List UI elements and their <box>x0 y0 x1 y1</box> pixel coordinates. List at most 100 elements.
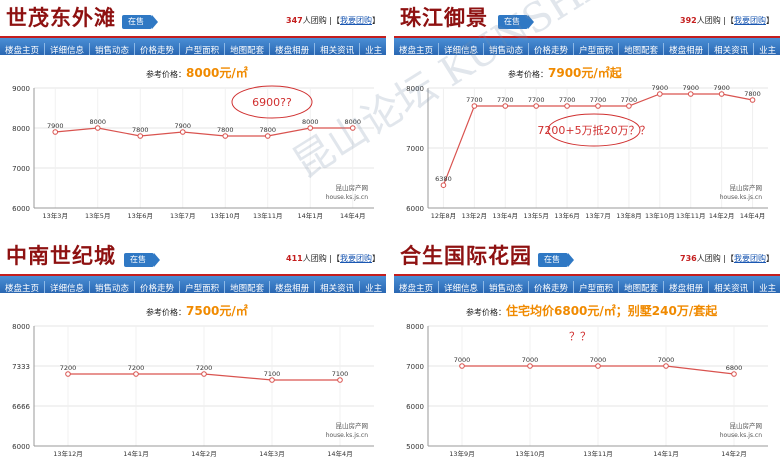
price-point <box>657 91 663 97</box>
nav-owners[interactable]: 业主 <box>754 281 780 293</box>
price-trend-chart: 8000 7000 6000 5000 7000 7000 7000 7000 6800 13年9… <box>406 323 768 458</box>
nav-sales[interactable]: 销售动态 <box>484 281 530 293</box>
reference-price: 参考价格：住宅均价6800元/㎡；别墅240万/套起 <box>466 302 717 319</box>
data-label: 7900 <box>652 84 669 92</box>
reference-price-label: 参考价格： <box>508 70 548 79</box>
x-tick-label: 13年7月 <box>585 211 610 220</box>
nav-map[interactable]: 地图配套 <box>225 281 271 293</box>
x-tick-label: 13年2月 <box>462 211 487 220</box>
annotation-text: 7200+5万抵20万？？ <box>537 123 650 137</box>
nav-floorplans[interactable]: 户型面积 <box>180 281 226 293</box>
nav-price-trend[interactable]: 价格走势 <box>529 281 575 293</box>
nav-sales[interactable]: 销售动态 <box>90 43 136 55</box>
nav-map[interactable]: 地图配套 <box>619 43 665 55</box>
y-tick-label: 7333 <box>12 363 30 371</box>
status-badge: 在售 <box>122 15 158 29</box>
data-label: 7700 <box>528 96 545 104</box>
x-tick-label: 13年11月 <box>253 211 283 220</box>
project-title[interactable]: 珠江御景 <box>400 5 488 30</box>
group-buy-link[interactable]: 我要团购 <box>340 254 372 263</box>
x-tick-label: 13年8月 <box>616 211 641 220</box>
nav-details[interactable]: 详细信息 <box>45 43 91 55</box>
project-panel-zhujiang: 珠江御景 在售 392人团购 |【我要团购】 楼盘主页 详细信息 销售动态 价格走势户… <box>394 0 780 232</box>
nav-home[interactable]: 楼盘主页 <box>394 281 440 293</box>
data-label: 7100 <box>264 370 281 378</box>
nav-price-trend[interactable]: 价格走势 <box>529 43 575 55</box>
price-point <box>687 91 694 97</box>
nav-news[interactable]: 相关资讯 <box>709 281 755 293</box>
nav-album[interactable]: 楼盘相册 <box>270 281 316 293</box>
project-nav: 楼盘主页 详细信息 销售动态 价格走势 户型面积 地图配套 楼盘相册 相关资讯 业主 <box>0 38 386 55</box>
group-buy-count: 736 <box>680 254 697 263</box>
nav-details[interactable]: 详细信息 <box>439 43 485 55</box>
nav-map[interactable]: 地图配套 <box>619 281 665 293</box>
nav-details[interactable]: 详细信息 <box>45 281 91 293</box>
reference-price: 参考价格：7900元/㎡起 <box>508 64 622 81</box>
nav-news[interactable]: 相关资讯 <box>709 43 755 55</box>
nav-sales[interactable]: 销售动态 <box>484 43 530 55</box>
nav-owners[interactable]: 业主 <box>360 43 386 55</box>
nav-album[interactable]: 楼盘相册 <box>270 43 316 55</box>
nav-details[interactable]: 详细信息 <box>439 281 485 293</box>
price-point <box>52 129 59 135</box>
price-point <box>137 133 144 139</box>
x-tick-label: 13年11月 <box>583 449 613 458</box>
project-title[interactable]: 中南世纪城 <box>6 243 116 268</box>
source-name: 昆山房产网 <box>730 421 763 430</box>
price-point <box>749 97 756 103</box>
nav-album[interactable]: 楼盘相册 <box>664 281 710 293</box>
data-label: 7200 <box>196 364 213 372</box>
price-point <box>179 129 186 135</box>
nav-home[interactable]: 楼盘主页 <box>0 281 46 293</box>
project-nav: 楼盘主页 详细信息 销售动态 价格走势 户型面积 地图配套 楼盘相册 相关资讯 业主 <box>0 276 386 293</box>
group-buy-end: 】 <box>766 254 774 263</box>
group-buy-info: 392人团购 |【我要团购】 <box>680 15 774 26</box>
reference-price-value: 7500元/㎡ <box>186 304 248 318</box>
nav-map[interactable]: 地图配套 <box>225 43 271 55</box>
nav-floorplans[interactable]: 户型面积 <box>574 281 620 293</box>
nav-news[interactable]: 相关资讯 <box>315 281 361 293</box>
source-url: house.ks.js.cn <box>720 432 763 439</box>
group-buy-link[interactable]: 我要团购 <box>734 16 766 25</box>
project-title[interactable]: 合生国际花园 <box>400 243 532 268</box>
nav-owners[interactable]: 业主 <box>360 281 386 293</box>
source-name: 昆山房产网 <box>336 183 369 192</box>
data-label: 7900 <box>174 122 191 130</box>
nav-price-trend[interactable]: 价格走势 <box>135 281 181 293</box>
x-tick-label: 13年7月 <box>170 211 195 220</box>
group-buy-link[interactable]: 我要团购 <box>340 16 372 25</box>
y-tick-label: 6000 <box>406 205 424 213</box>
x-tick-label: 14年2月 <box>709 211 734 220</box>
nav-price-trend[interactable]: 价格走势 <box>135 43 181 55</box>
panel-header: 世茂东外滩 在售 347人团购 |【我要团购】 <box>0 0 386 38</box>
x-tick-label: 13年5月 <box>523 211 548 220</box>
x-tick-label: 13年10月 <box>645 211 675 220</box>
group-buy-link[interactable]: 我要团购 <box>734 254 766 263</box>
nav-home[interactable]: 楼盘主页 <box>0 43 46 55</box>
group-buy-end: 】 <box>372 254 380 263</box>
source-url: house.ks.js.cn <box>720 194 763 201</box>
project-title[interactable]: 世茂东外滩 <box>6 5 116 30</box>
data-label: 7700 <box>559 96 576 104</box>
nav-floorplans[interactable]: 户型面积 <box>180 43 226 55</box>
nav-album[interactable]: 楼盘相册 <box>664 43 710 55</box>
source-name: 昆山房产网 <box>730 183 763 192</box>
nav-home[interactable]: 楼盘主页 <box>394 43 440 55</box>
x-tick-label: 13年11月 <box>676 211 706 220</box>
reference-price-label: 参考价格： <box>146 308 186 317</box>
data-label: 7800 <box>132 126 149 134</box>
nav-floorplans[interactable]: 户型面积 <box>574 43 620 55</box>
group-buy-count: 392 <box>680 16 697 25</box>
data-label: 7000 <box>454 356 471 364</box>
project-panel-shimao: 世茂东外滩 在售 347人团购 |【我要团购】 楼盘主页 详细信息 销售动态 价格走势… <box>0 0 386 232</box>
nav-news[interactable]: 相关资讯 <box>315 43 361 55</box>
y-tick-label: 8000 <box>12 323 30 331</box>
nav-owners[interactable]: 业主 <box>754 43 780 55</box>
nav-sales[interactable]: 销售动态 <box>90 281 136 293</box>
group-buy-info: 347人团购 |【我要团购】 <box>286 15 380 26</box>
x-tick-label: 12年8月 <box>431 211 456 220</box>
y-tick-label: 7000 <box>406 363 424 371</box>
x-tick-label: 13年10月 <box>210 211 240 220</box>
price-point <box>133 371 139 377</box>
reference-price-label: 参考价格： <box>146 70 186 79</box>
